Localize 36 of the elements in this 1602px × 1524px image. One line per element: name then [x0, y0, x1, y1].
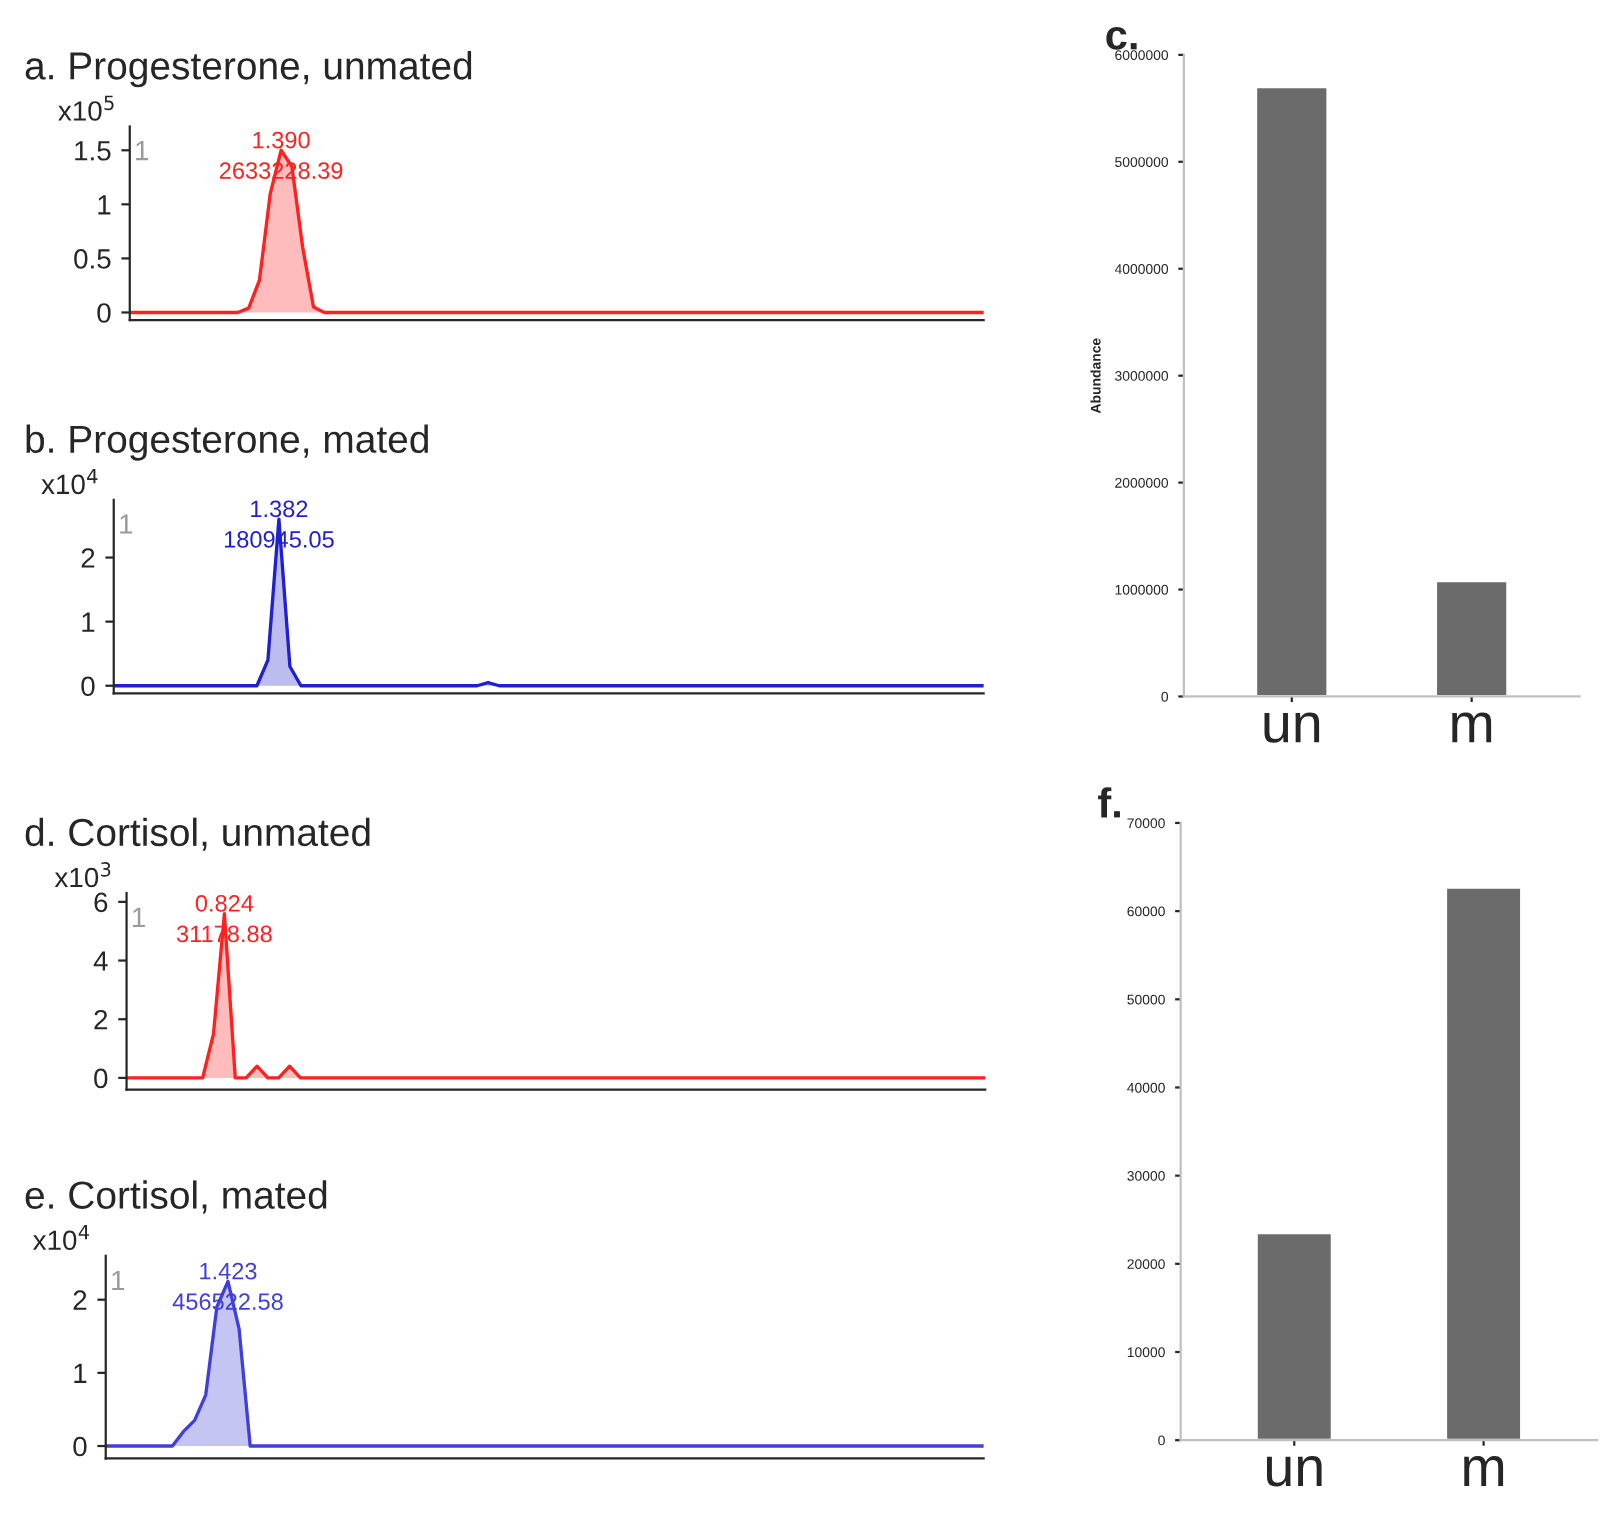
- y-tick-label: 0: [81, 676, 95, 697]
- x-tick-label: un: [1266, 1456, 1322, 1487]
- annotation: 1: [136, 141, 149, 161]
- annotation: 1: [120, 514, 133, 534]
- y-tick-label: 1: [98, 195, 111, 215]
- y-tick-label: 6: [94, 892, 108, 913]
- chart-title: f.: [1098, 787, 1120, 818]
- y-tick-label: 1: [82, 612, 95, 632]
- y-tick-label: 0: [97, 303, 111, 323]
- y-tick-label: 1: [74, 1363, 87, 1383]
- x-tick-label: un: [1264, 712, 1320, 743]
- y-tick-label: 0: [94, 1068, 108, 1089]
- chart-title: c.: [1106, 26, 1137, 50]
- y-axis-title: x10$^{4}$: [32, 1225, 89, 1251]
- y-tick-label: 2: [73, 1290, 87, 1310]
- y-axis-title: x10$^{4}$: [41, 469, 98, 495]
- y-tick-label: 0.5: [74, 249, 111, 269]
- x-tick-label: m: [1464, 1456, 1504, 1486]
- y-axis-title: x10$^{3}$: [54, 862, 111, 888]
- chart-title: e. Cortisol, mated: [25, 1180, 327, 1214]
- chart-title: b. Progesterone, mated: [26, 424, 428, 461]
- chart-title: d. Cortisol, unmated: [25, 817, 370, 851]
- y-tick-label: 0: [73, 1436, 87, 1457]
- annotation: 1.382: [251, 500, 308, 518]
- x-tick-label: m: [1452, 712, 1492, 743]
- y-axis-title: x10$^{5}$: [58, 95, 114, 121]
- annotation: 1.390: [253, 131, 310, 149]
- chart-title: a. Progesterone, unmated: [25, 51, 472, 88]
- annotation: 1: [132, 907, 145, 927]
- y-tick-label: 2: [94, 1009, 108, 1030]
- y-tick-label: 4: [93, 951, 108, 971]
- annotation: 1: [112, 1270, 125, 1291]
- annotation: 0.824: [195, 895, 254, 912]
- y-tick-label: 2: [81, 548, 95, 568]
- y-tick-label: 1.5: [75, 141, 111, 161]
- annotation: 1.423: [200, 1262, 257, 1280]
